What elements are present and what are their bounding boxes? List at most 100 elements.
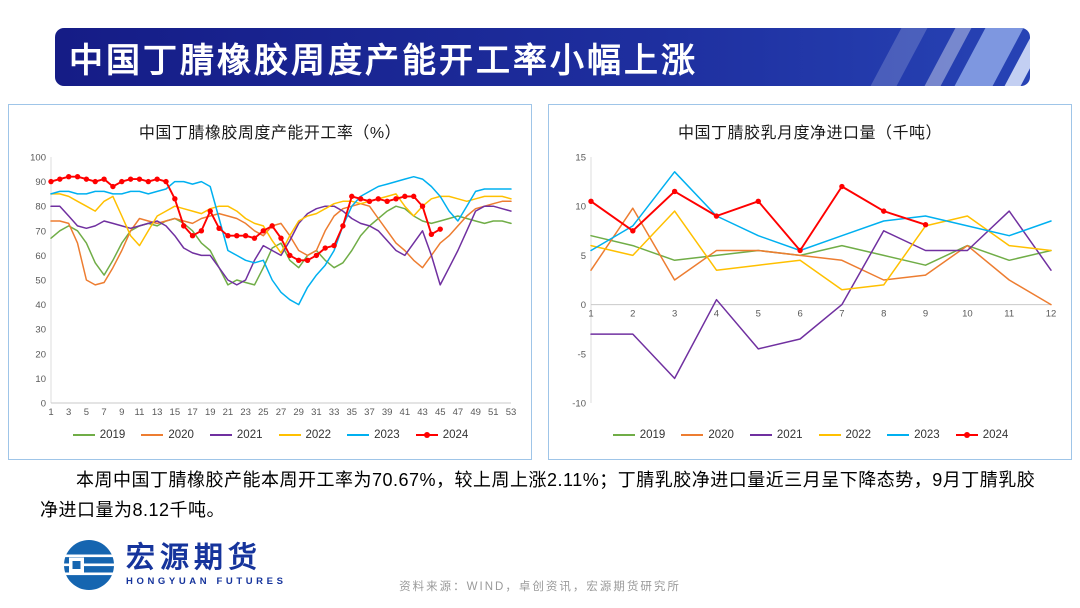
chart-title-monthly: 中国丁腈胶乳月度净进口量（千吨）	[677, 125, 942, 142]
svg-text:11: 11	[1004, 309, 1014, 320]
svg-text:41: 41	[400, 407, 411, 418]
svg-text:-5: -5	[578, 349, 586, 360]
svg-text:10: 10	[575, 202, 586, 213]
svg-text:51: 51	[488, 407, 499, 418]
legend-label: 2019	[639, 429, 666, 441]
svg-text:5: 5	[756, 309, 761, 320]
legend-weekly: 2019 2020 2021 2022 2023 2024	[72, 429, 469, 441]
svg-text:50: 50	[35, 276, 46, 287]
legend-label: 2022	[845, 429, 872, 441]
legend-swatch-icon	[887, 434, 910, 436]
logo-text-block: 宏源期货 HONGYUAN FUTURES	[126, 542, 287, 588]
legend-item-2022: 2022	[278, 429, 332, 441]
legend-item-2023: 2023	[346, 429, 400, 441]
legend-swatch-icon	[612, 434, 635, 436]
legend-swatch-icon	[72, 434, 95, 436]
legend-label: 2020	[708, 429, 734, 441]
svg-text:-10: -10	[572, 399, 586, 410]
svg-text:10: 10	[962, 309, 973, 320]
svg-text:47: 47	[453, 407, 464, 418]
svg-text:13: 13	[152, 407, 163, 418]
svg-text:8: 8	[881, 309, 886, 320]
svg-text:10: 10	[35, 374, 46, 385]
svg-text:12: 12	[1046, 309, 1057, 320]
svg-text:30: 30	[35, 325, 46, 336]
legend-item-2021: 2021	[209, 429, 263, 441]
svg-text:7: 7	[101, 407, 106, 418]
svg-text:9: 9	[923, 309, 928, 320]
legend-swatch-icon	[681, 434, 704, 436]
header-banner: 中国丁腈橡胶周度产能开工率小幅上涨	[55, 28, 1030, 86]
svg-text:1: 1	[48, 407, 53, 418]
legend-label: 2021	[236, 429, 263, 441]
legend-item-2019: 2019	[612, 429, 666, 441]
legend-item-2020: 2020	[680, 429, 734, 441]
svg-text:3: 3	[66, 407, 71, 418]
legend-label: 2022	[305, 429, 332, 441]
banner-streak-decoration	[864, 28, 934, 86]
chart-panel-monthly-net-imports: 中国丁腈胶乳月度净进口量（千吨） -10 -5 0 5 10 15 1 2 3 4 5 6 7 8 9 10 1…	[548, 104, 1072, 460]
svg-text:37: 37	[364, 407, 375, 418]
logo-emblem-icon	[64, 540, 114, 590]
legend-item-2022: 2022	[818, 429, 872, 441]
svg-text:70: 70	[35, 226, 46, 237]
charts-row: 中国丁腈橡胶周度产能开工率（%） 0 10 20 30 40 50 60 70 80 90 100 1…	[8, 104, 1072, 460]
legend-monthly: 2019 2020 2021 2022 2023 2024	[612, 429, 1008, 441]
svg-text:4: 4	[714, 309, 719, 320]
legend-swatch-icon	[415, 432, 438, 438]
svg-text:31: 31	[311, 407, 322, 418]
svg-text:1: 1	[588, 309, 593, 320]
svg-text:43: 43	[417, 407, 428, 418]
legend-swatch-icon	[141, 434, 164, 436]
legend-label: 2021	[776, 429, 803, 441]
svg-text:9: 9	[119, 407, 124, 418]
svg-text:19: 19	[205, 407, 216, 418]
svg-text:23: 23	[240, 407, 251, 418]
logo-name-en: HONGYUAN FUTURES	[126, 576, 287, 588]
svg-text:25: 25	[258, 407, 269, 418]
source-note: 资料来源：WIND，卓创资讯，宏源期货研究所	[399, 581, 681, 593]
legend-label: 2020	[168, 429, 194, 441]
legend-label: 2019	[99, 429, 126, 441]
svg-text:15: 15	[170, 407, 181, 418]
legend-item-2024: 2024	[415, 429, 469, 441]
legend-swatch-icon	[818, 434, 841, 436]
legend-item-2024: 2024	[955, 429, 1008, 441]
svg-text:40: 40	[35, 300, 46, 311]
svg-text:100: 100	[30, 153, 46, 164]
legend-item-2021: 2021	[749, 429, 803, 441]
legend-label: 2023	[374, 429, 400, 441]
svg-text:3: 3	[672, 309, 677, 320]
svg-text:49: 49	[470, 407, 481, 418]
svg-text:53: 53	[506, 407, 517, 418]
svg-text:17: 17	[187, 407, 198, 418]
svg-text:45: 45	[435, 407, 446, 418]
svg-text:39: 39	[382, 407, 393, 418]
svg-text:15: 15	[575, 153, 586, 164]
legend-swatch-icon	[749, 434, 772, 436]
legend-swatch-icon	[955, 432, 978, 438]
legend-swatch-icon	[347, 434, 370, 436]
legend-label: 2024	[442, 429, 469, 441]
svg-text:0: 0	[41, 399, 46, 410]
svg-text:20: 20	[35, 349, 46, 360]
svg-text:11: 11	[135, 407, 145, 418]
chart-panel-weekly-operating-rate: 中国丁腈橡胶周度产能开工率（%） 0 10 20 30 40 50 60 70 80 90 100 1…	[8, 104, 532, 460]
chart-title-weekly: 中国丁腈橡胶周度产能开工率（%）	[138, 125, 402, 142]
svg-text:7: 7	[839, 309, 844, 320]
svg-text:35: 35	[346, 407, 357, 418]
page-title: 中国丁腈橡胶周度产能开工率小幅上涨	[69, 42, 698, 80]
legend-item-2020: 2020	[140, 429, 194, 441]
legend-swatch-icon	[209, 434, 232, 436]
legend-item-2019: 2019	[72, 429, 126, 441]
summary-text: 本周中国丁腈橡胶产能本周开工率为70.67%，较上周上涨2.11%；丁腈乳胶净进…	[40, 470, 1036, 520]
legend-label: 2023	[914, 429, 940, 441]
svg-text:29: 29	[293, 407, 304, 418]
svg-text:60: 60	[35, 251, 46, 262]
svg-text:21: 21	[223, 407, 234, 418]
svg-text:6: 6	[797, 309, 802, 320]
svg-text:90: 90	[35, 177, 46, 188]
